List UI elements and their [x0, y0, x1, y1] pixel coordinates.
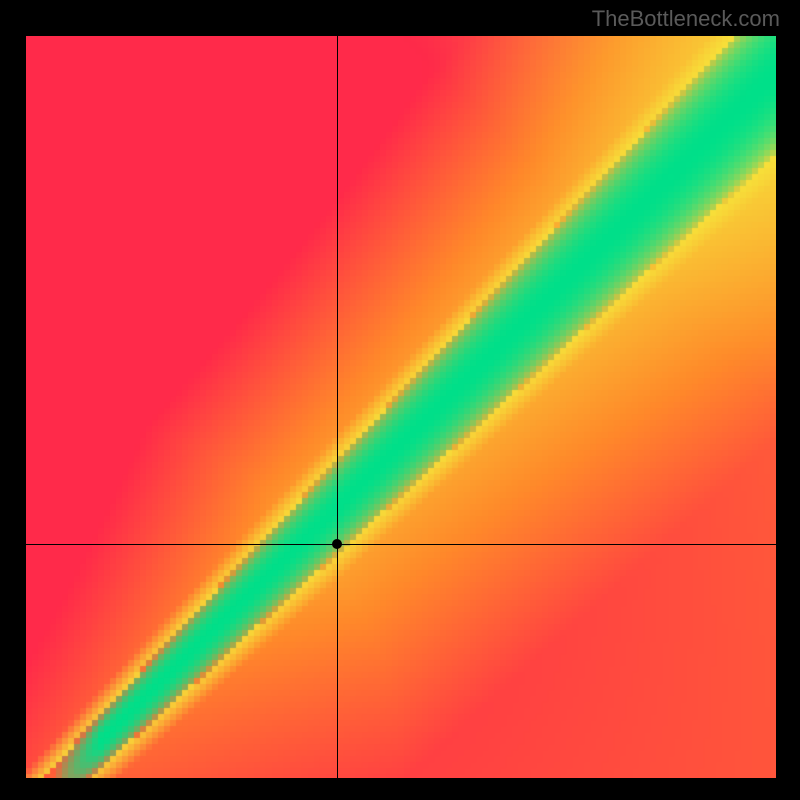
watermark-text: TheBottleneck.com	[592, 6, 780, 32]
heatmap-canvas	[26, 36, 776, 778]
crosshair-horizontal	[26, 544, 776, 545]
heatmap-plot	[26, 36, 776, 778]
crosshair-marker	[332, 539, 342, 549]
crosshair-vertical	[337, 36, 338, 778]
chart-container: TheBottleneck.com	[0, 0, 800, 800]
